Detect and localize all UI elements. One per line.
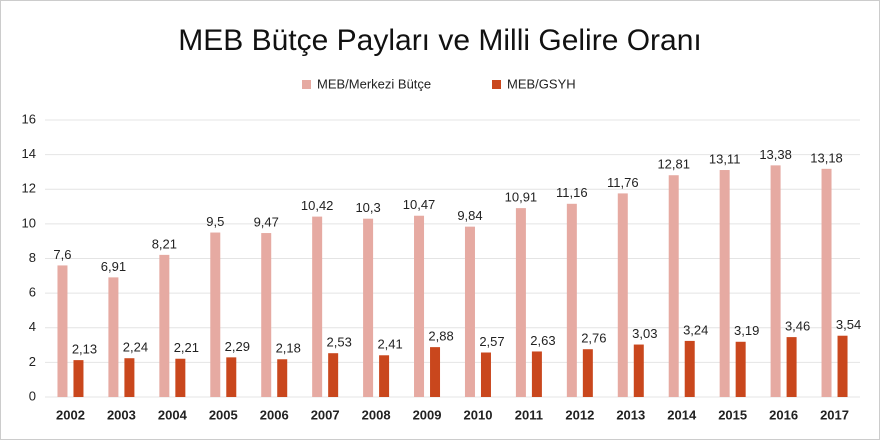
x-tick-label: 2013 <box>616 407 645 422</box>
x-tick-label: 2009 <box>413 407 442 422</box>
bar <box>414 215 425 397</box>
bar <box>582 349 593 397</box>
y-tick-label: 14 <box>22 146 36 161</box>
value-label: 2,29 <box>225 339 250 354</box>
value-label: 2,63 <box>530 333 555 348</box>
x-tick-label: 2007 <box>311 407 340 422</box>
legend-label: MEB/Merkezi Bütçe <box>317 76 431 91</box>
bar <box>277 359 288 397</box>
x-tick-label: 2016 <box>769 407 798 422</box>
value-label: 2,57 <box>479 334 504 349</box>
bar <box>480 352 491 397</box>
x-tick-label: 2014 <box>667 407 697 422</box>
bar <box>566 203 577 397</box>
x-tick-label: 2017 <box>820 407 849 422</box>
value-label: 2,76 <box>581 331 606 346</box>
y-tick-label: 6 <box>29 285 36 300</box>
value-label: 3,24 <box>683 322 708 337</box>
value-label: 10,91 <box>505 190 538 205</box>
y-tick-label: 10 <box>22 215 36 230</box>
value-label: 10,47 <box>403 197 436 212</box>
bar <box>719 170 730 397</box>
y-tick-label: 8 <box>29 250 36 265</box>
value-label: 7,6 <box>53 247 71 262</box>
bar <box>73 360 84 397</box>
y-tick-label: 2 <box>29 354 36 369</box>
bar <box>515 208 526 397</box>
y-tick-label: 12 <box>22 181 36 196</box>
x-tick-label: 2011 <box>515 407 543 422</box>
bar <box>57 265 68 397</box>
y-tick-label: 16 <box>22 111 36 126</box>
x-tick-label: 2006 <box>260 407 289 422</box>
value-label: 6,91 <box>101 259 126 274</box>
bar <box>175 358 186 397</box>
y-tick-label: 0 <box>29 388 36 403</box>
bar <box>159 254 170 397</box>
legend-swatch <box>492 80 501 89</box>
bar <box>684 340 695 397</box>
y-tick-label: 4 <box>29 319 36 334</box>
value-label: 9,5 <box>206 214 224 229</box>
value-label: 10,42 <box>301 198 334 213</box>
bar <box>261 233 272 397</box>
x-tick-label: 2005 <box>209 407 238 422</box>
value-label: 3,46 <box>785 319 810 334</box>
bar <box>108 277 119 397</box>
x-tick-label: 2012 <box>565 407 594 422</box>
bar <box>124 358 135 397</box>
bar <box>633 344 644 397</box>
bar <box>735 341 746 397</box>
bar <box>363 218 374 397</box>
x-tick-label: 2004 <box>158 407 188 422</box>
bar <box>668 175 679 397</box>
value-label: 2,13 <box>72 342 97 357</box>
value-label: 13,38 <box>759 147 792 162</box>
value-label: 13,11 <box>709 151 741 166</box>
bar <box>328 353 339 397</box>
value-label: 2,24 <box>123 340 148 355</box>
value-label: 9,47 <box>254 214 279 229</box>
value-label: 2,21 <box>174 340 199 355</box>
bar <box>821 168 832 397</box>
x-tick-label: 2010 <box>464 407 493 422</box>
x-tick-label: 2002 <box>56 407 85 422</box>
value-label: 3,03 <box>632 326 657 341</box>
value-label: 2,88 <box>428 329 453 344</box>
x-tick-label: 2008 <box>362 407 391 422</box>
value-label: 9,84 <box>457 208 482 223</box>
bar <box>617 193 628 397</box>
value-label: 2,41 <box>377 337 402 352</box>
bar <box>464 226 475 397</box>
value-label: 2,18 <box>276 341 301 356</box>
value-label: 2,53 <box>327 335 352 350</box>
chart-title: MEB Bütçe Payları ve Milli Gelire Oranı <box>178 24 702 57</box>
bar <box>210 232 221 397</box>
bar <box>786 337 797 397</box>
value-label: 8,21 <box>152 236 177 251</box>
value-label: 11,16 <box>556 185 588 200</box>
bar <box>531 351 542 397</box>
bar <box>379 355 390 397</box>
bar <box>312 216 323 397</box>
x-tick-label: 2003 <box>107 407 136 422</box>
bar <box>837 335 848 397</box>
bar <box>226 357 237 397</box>
value-label: 3,19 <box>734 323 759 338</box>
legend-label: MEB/GSYH <box>507 76 576 91</box>
bar <box>770 165 781 397</box>
value-label: 11,76 <box>607 175 639 190</box>
x-tick-label: 2015 <box>718 407 747 422</box>
value-label: 13,18 <box>810 150 843 165</box>
value-label: 12,81 <box>657 157 690 172</box>
value-label: 10,3 <box>355 200 380 215</box>
value-label: 3,54 <box>836 317 861 332</box>
legend-swatch <box>302 80 311 89</box>
bar <box>430 347 441 397</box>
